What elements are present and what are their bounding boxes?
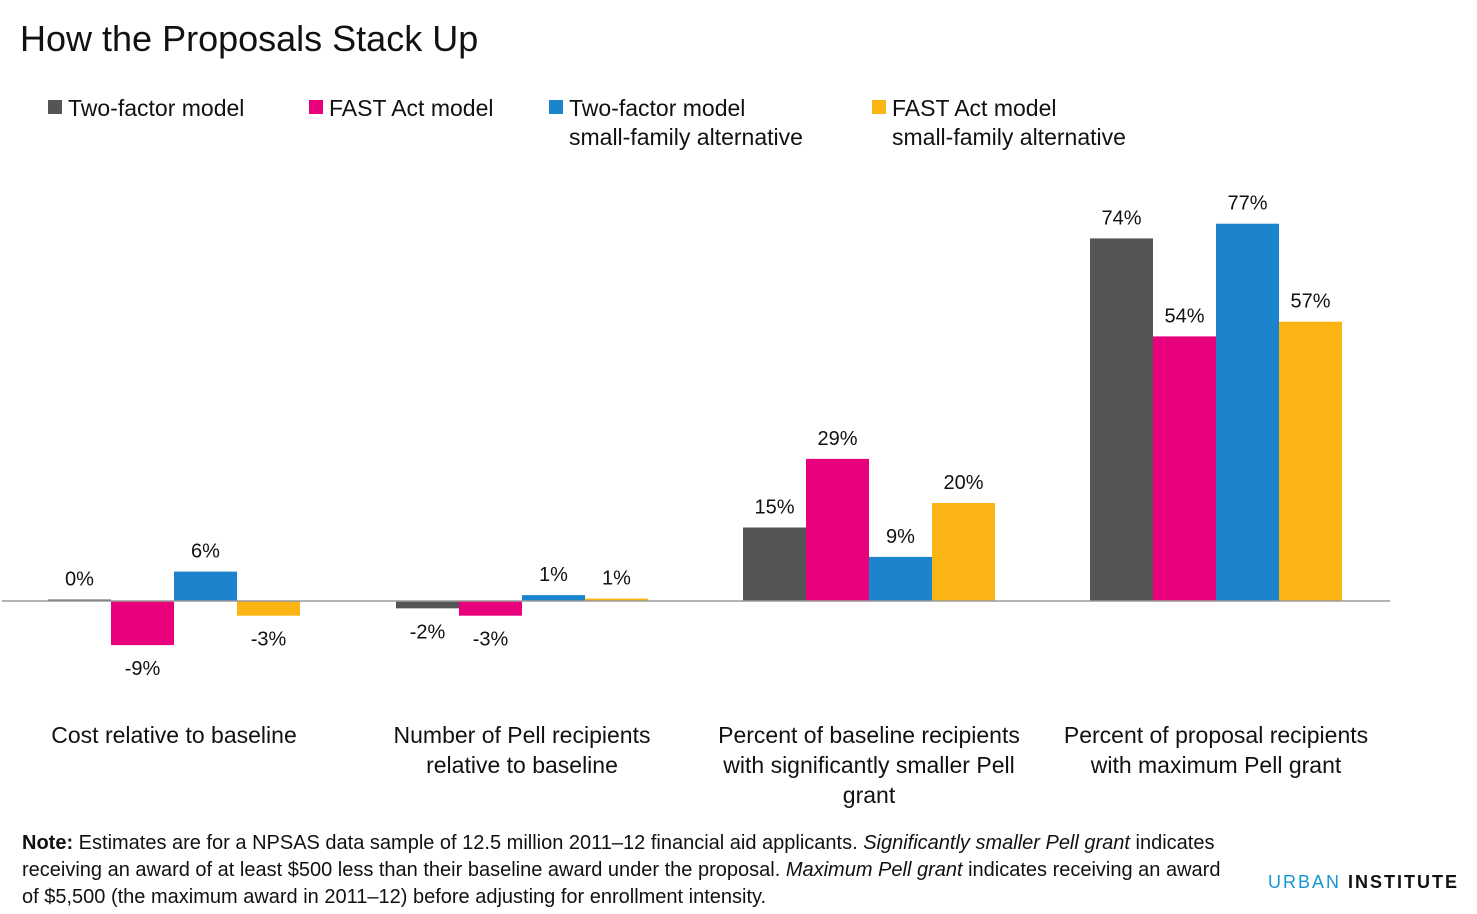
bar: [396, 601, 459, 609]
data-label: -9%: [125, 658, 161, 680]
data-label: 54%: [1164, 305, 1204, 327]
bar: [585, 598, 648, 601]
category-label: Percent of proposal recipients with maxim…: [1046, 720, 1386, 780]
legend-label: small-family alternative: [569, 124, 803, 150]
note-term: Significantly smaller Pell grant: [863, 832, 1130, 854]
legend-swatch: [549, 100, 563, 114]
brand-part: URBAN: [1268, 872, 1342, 892]
data-label: 74%: [1101, 207, 1141, 229]
data-label: 57%: [1290, 291, 1330, 313]
category-label: Number of Pell recipients relative to bas…: [352, 720, 692, 780]
legend-item-two-factor-small-family: Two-factor model small-family alternativ…: [549, 94, 803, 152]
data-label: 20%: [943, 472, 983, 494]
bar: [174, 571, 237, 601]
category-label-line: with significantly smaller Pell: [723, 752, 1015, 778]
bar: [1090, 238, 1153, 601]
bar: [237, 601, 300, 616]
bar: [869, 556, 932, 601]
bar: [932, 503, 995, 601]
data-label: -2%: [410, 621, 446, 643]
legend-item-fast-act-small-family: FAST Act model small-family alternative: [872, 94, 1126, 152]
data-label: 77%: [1227, 193, 1267, 215]
category-label-line: Number of Pell recipients: [393, 722, 651, 748]
legend-label: FAST Act model: [329, 95, 494, 121]
data-label: 1%: [539, 564, 568, 586]
bar: [1279, 321, 1342, 601]
bar: [111, 601, 174, 646]
legend-label: Two-factor model: [569, 95, 746, 121]
urban-institute-logo: URBAN INSTITUTE: [1268, 872, 1459, 893]
category-label: Cost relative to baseline: [4, 720, 344, 750]
category-label-line: relative to baseline: [426, 752, 618, 778]
bar: [743, 527, 806, 601]
note-text: indicates receiving an award of $5,500 (…: [22, 859, 1221, 908]
legend-label: small-family alternative: [892, 124, 1126, 150]
data-label: -3%: [473, 629, 509, 651]
footnote: Note: Estimates are for a NPSAS data sam…: [22, 830, 1222, 911]
legend-label: Two-factor model: [68, 95, 245, 121]
data-label: 15%: [754, 497, 794, 519]
note-text: Estimates are for a NPSAS data sample of…: [73, 832, 864, 854]
data-label: 29%: [817, 428, 857, 450]
bar: [459, 601, 522, 616]
legend-swatch: [48, 100, 62, 114]
legend-label: FAST Act model: [892, 95, 1057, 121]
category-label-line: Percent of baseline recipients: [718, 722, 1020, 748]
bar: [522, 595, 585, 601]
legend-swatch: [309, 100, 323, 114]
category-label-line: Percent of proposal recipients: [1063, 722, 1369, 748]
note-term: Maximum Pell grant: [785, 859, 963, 881]
bar: [806, 458, 869, 601]
data-label: 6%: [191, 541, 220, 563]
bar: [1216, 223, 1279, 601]
legend-item-two-factor: Two-factor model: [48, 94, 244, 123]
data-label: 9%: [886, 526, 915, 548]
chart-title: How the Proposals Stack Up: [20, 18, 479, 59]
category-label-line: with maximum Pell grant: [1090, 752, 1342, 778]
category-label-line: Cost relative to baseline: [51, 722, 297, 748]
note-text: indicates receiving an award of at least…: [22, 832, 1215, 881]
category-label: Percent of baseline recipients with signi…: [699, 720, 1039, 810]
category-label-line: grant: [842, 782, 896, 808]
data-label: 0%: [65, 569, 94, 591]
data-label: 1%: [602, 568, 631, 590]
legend-item-fast-act: FAST Act model: [309, 94, 493, 123]
brand-part: INSTITUTE: [1341, 872, 1460, 892]
bar: [1153, 336, 1216, 601]
data-label: -3%: [251, 629, 287, 651]
note-label: Note:: [22, 832, 74, 854]
legend-swatch: [872, 100, 886, 114]
